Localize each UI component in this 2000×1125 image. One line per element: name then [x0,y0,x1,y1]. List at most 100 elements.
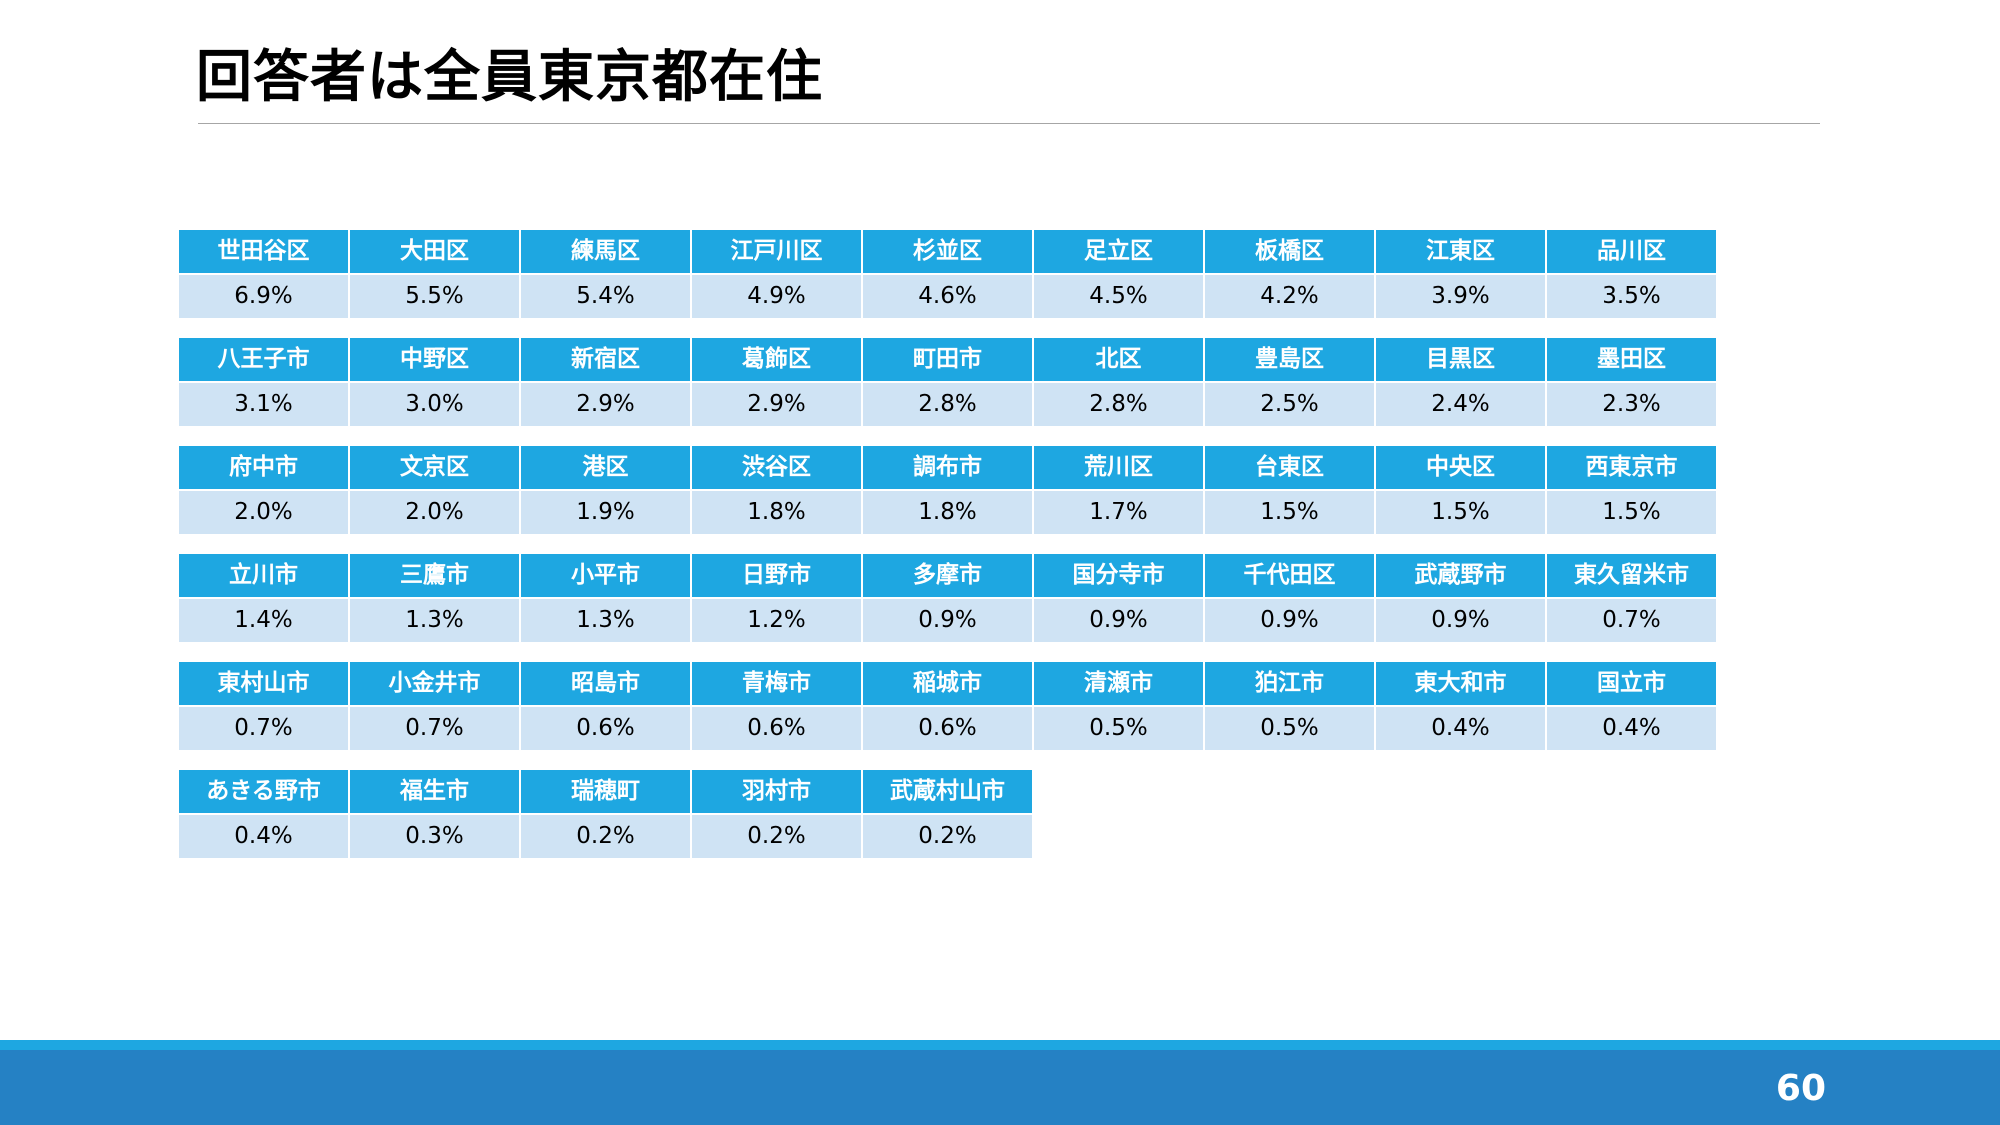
area-name-row: 世田谷区 大田区 練馬区 江戸川区 杉並区 足立区 板橋区 江東区 品川区 [179,230,1716,273]
footer-bar [0,1050,2000,1125]
percentage-cell: 2.8% [1034,383,1203,426]
percentage-cell: 4.5% [1034,275,1203,318]
table-row-group: 八王子市 中野区 新宿区 葛飾区 町田市 北区 豊島区 目黒区 墨田区 3.1% 3.0% 2.9% 2… [179,338,1716,426]
area-name-cell: 荒川区 [1034,446,1203,489]
percentage-cell: 3.9% [1376,275,1545,318]
area-name-cell: 国立市 [1547,662,1716,705]
area-name-cell: 国分寺市 [1034,554,1203,597]
area-name-cell: 調布市 [863,446,1032,489]
area-name-cell: 品川区 [1547,230,1716,273]
percentage-cell: 1.2% [692,599,861,642]
area-name-cell: 北区 [1034,338,1203,381]
area-name-cell: 立川市 [179,554,348,597]
area-name-row: 立川市 三鷹市 小平市 日野市 多摩市 国分寺市 千代田区 武蔵野市 東久留米市 [179,554,1716,597]
percentage-cell: 0.6% [863,707,1032,750]
area-name-cell: 文京区 [350,446,519,489]
area-name-cell: 八王子市 [179,338,348,381]
footer-accent-line [0,1040,2000,1050]
percentage-cell: 2.4% [1376,383,1545,426]
area-name-cell: 西東京市 [1547,446,1716,489]
area-name-cell: 中野区 [350,338,519,381]
percentage-cell: 1.8% [863,491,1032,534]
area-name-cell: 羽村市 [692,770,861,813]
percentage-cell: 1.7% [1034,491,1203,534]
percentage-cell: 0.6% [692,707,861,750]
area-name-cell: 江東区 [1376,230,1545,273]
area-name-cell: 墨田区 [1547,338,1716,381]
table-row-group: 府中市 文京区 港区 渋谷区 調布市 荒川区 台東区 中央区 西東京市 2.0% 2.0% 1.9% 1… [179,446,1716,534]
area-name-cell: 東大和市 [1376,662,1545,705]
table-row-group: 立川市 三鷹市 小平市 日野市 多摩市 国分寺市 千代田区 武蔵野市 東久留米市 1.4% 1.3%… [179,554,1716,642]
percentage-cell: 1.4% [179,599,348,642]
percentage-cell: 1.5% [1376,491,1545,534]
residence-table: 世田谷区 大田区 練馬区 江戸川区 杉並区 足立区 板橋区 江東区 品川区 6.9% 5.5% 5.4… [179,230,1716,878]
area-name-cell: 福生市 [350,770,519,813]
percentage-cell: 2.0% [350,491,519,534]
table-row-group: 東村山市 小金井市 昭島市 青梅市 稲城市 清瀬市 狛江市 東大和市 国立市 0.7% 0.7% 0.… [179,662,1716,750]
area-name-cell: 練馬区 [521,230,690,273]
area-name-cell: 目黒区 [1376,338,1545,381]
percentage-cell: 0.4% [1376,707,1545,750]
percentage-row: 1.4% 1.3% 1.3% 1.2% 0.9% 0.9% 0.9% 0.9% 0.7% [179,599,1716,642]
area-name-cell: 東村山市 [179,662,348,705]
percentage-cell: 0.3% [350,815,519,858]
area-name-cell: 千代田区 [1205,554,1374,597]
area-name-cell: 多摩市 [863,554,1032,597]
area-name-cell: 日野市 [692,554,861,597]
percentage-cell: 0.5% [1034,707,1203,750]
area-name-cell: 台東区 [1205,446,1374,489]
area-name-cell: 大田区 [350,230,519,273]
percentage-cell: 0.9% [1034,599,1203,642]
percentage-cell: 1.8% [692,491,861,534]
area-name-cell: 世田谷区 [179,230,348,273]
percentage-cell: 0.9% [1376,599,1545,642]
percentage-cell: 2.9% [692,383,861,426]
percentage-row: 2.0% 2.0% 1.9% 1.8% 1.8% 1.7% 1.5% 1.5% 1.5% [179,491,1716,534]
percentage-cell: 1.9% [521,491,690,534]
percentage-row: 3.1% 3.0% 2.9% 2.9% 2.8% 2.8% 2.5% 2.4% 2.3% [179,383,1716,426]
area-name-cell: 葛飾区 [692,338,861,381]
percentage-cell: 0.7% [350,707,519,750]
area-name-row: 府中市 文京区 港区 渋谷区 調布市 荒川区 台東区 中央区 西東京市 [179,446,1716,489]
area-name-cell: 板橋区 [1205,230,1374,273]
percentage-cell: 2.8% [863,383,1032,426]
percentage-cell: 0.4% [1547,707,1716,750]
title-divider [198,123,1820,124]
area-name-cell: 小平市 [521,554,690,597]
area-name-cell: 小金井市 [350,662,519,705]
area-name-cell: 渋谷区 [692,446,861,489]
percentage-cell: 0.2% [692,815,861,858]
percentage-cell: 0.7% [1547,599,1716,642]
area-name-cell: 武蔵村山市 [863,770,1032,813]
area-name-row: 東村山市 小金井市 昭島市 青梅市 稲城市 清瀬市 狛江市 東大和市 国立市 [179,662,1716,705]
percentage-cell: 2.5% [1205,383,1374,426]
table-row-group: あきる野市 福生市 瑞穂町 羽村市 武蔵村山市 0.4% 0.3% 0.2% 0.2% 0.2% [179,770,1716,858]
percentage-cell: 0.2% [863,815,1032,858]
area-name-cell: 新宿区 [521,338,690,381]
percentage-cell: 1.5% [1205,491,1374,534]
area-name-cell: 瑞穂町 [521,770,690,813]
area-name-cell: 稲城市 [863,662,1032,705]
percentage-cell: 5.5% [350,275,519,318]
percentage-row: 0.7% 0.7% 0.6% 0.6% 0.6% 0.5% 0.5% 0.4% 0.4% [179,707,1716,750]
percentage-cell: 5.4% [521,275,690,318]
percentage-cell: 0.7% [179,707,348,750]
area-name-row: 八王子市 中野区 新宿区 葛飾区 町田市 北区 豊島区 目黒区 墨田区 [179,338,1716,381]
percentage-cell: 1.3% [521,599,690,642]
area-name-cell: あきる野市 [179,770,348,813]
area-name-cell: 府中市 [179,446,348,489]
percentage-cell: 3.5% [1547,275,1716,318]
percentage-cell: 1.3% [350,599,519,642]
area-name-cell: 江戸川区 [692,230,861,273]
area-name-cell: 三鷹市 [350,554,519,597]
area-name-cell: 昭島市 [521,662,690,705]
percentage-cell: 2.3% [1547,383,1716,426]
percentage-cell: 0.9% [1205,599,1374,642]
area-name-cell: 港区 [521,446,690,489]
area-name-cell: 青梅市 [692,662,861,705]
percentage-cell: 0.5% [1205,707,1374,750]
percentage-cell: 0.2% [521,815,690,858]
area-name-cell: 狛江市 [1205,662,1374,705]
area-name-cell: 武蔵野市 [1376,554,1545,597]
